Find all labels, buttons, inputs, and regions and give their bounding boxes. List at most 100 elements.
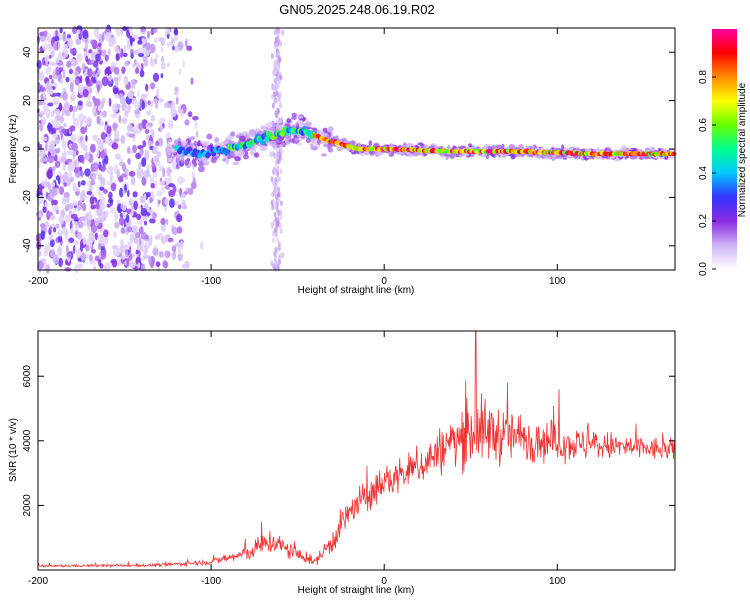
spectrogram-cell (49, 215, 56, 221)
spectrogram-cell (176, 214, 183, 223)
spectrogram-cell (101, 49, 107, 57)
spectrogram-cell (55, 92, 61, 97)
spectrogram-cell (50, 249, 55, 258)
spectrogram-cell (71, 91, 76, 99)
spectrogram-cell (72, 244, 76, 254)
spectrogram-cell (58, 105, 63, 111)
spectrogram-cell (153, 58, 158, 65)
spectrogram-cell (277, 50, 281, 56)
spectrogram-cell (275, 119, 283, 124)
spectrogram-cell (140, 207, 148, 217)
spectrogram-cell (132, 224, 139, 234)
spectrogram-cell (187, 140, 191, 146)
spectrogram-cell (275, 204, 279, 211)
spectrogram-cell (114, 130, 120, 140)
spectrogram-cell (177, 176, 184, 185)
spectrogram-cell (92, 134, 98, 141)
spectrogram-cell (144, 149, 150, 160)
spectrogram-cell (167, 237, 174, 243)
snr-y-tick-label: 2000 (22, 494, 33, 517)
spectrogram-cell (185, 38, 188, 49)
spectrogram-cell (161, 186, 165, 194)
spectrogram-cell (167, 158, 174, 163)
spectrogram-cell (65, 76, 70, 83)
spectrogram-cell (103, 188, 108, 194)
spectrogram-cell (80, 180, 86, 186)
spectrogram-cell (116, 49, 122, 54)
spectrogram-cell (278, 245, 281, 252)
spectrogram-cell (114, 221, 120, 229)
spectrogram-cell (137, 218, 143, 225)
spectrogram-cell (124, 60, 130, 67)
spectrogram-cell (100, 249, 107, 260)
spectrogram-cell (171, 245, 177, 253)
spectrogram-cell (272, 178, 276, 185)
spectrogram-cell (171, 226, 179, 236)
spectrogram-cell (152, 98, 158, 104)
spectrogram-cell (192, 116, 199, 121)
spectrogram-cell (72, 186, 80, 192)
spectrogram-cell (95, 200, 100, 210)
spectrogram-cell (97, 234, 104, 241)
spectrogram-cell (61, 196, 67, 205)
spectrogram-cell (99, 111, 106, 116)
colorbar-tick-label: 0.6 (698, 118, 709, 132)
spectrogram-cell (144, 128, 150, 135)
spectrogram-cell (154, 179, 158, 189)
spectrogram-cell (74, 78, 80, 86)
spectrogram-cell (85, 253, 90, 259)
spectrogram-cell (49, 239, 55, 248)
spectrogram-cell (42, 100, 46, 106)
spectrogram-cell (279, 200, 283, 207)
spectrogram-cell (186, 45, 193, 51)
spectrogram-cell (232, 161, 240, 165)
spectrogram-cell (174, 45, 179, 53)
spectrogram-y-label: Frequency (Hz) (8, 115, 19, 184)
spectrogram-cell (72, 207, 77, 213)
spectrogram-marks (35, 24, 677, 275)
spectrogram-cell (146, 191, 151, 198)
spectrogram-cell (110, 113, 118, 119)
spectrogram-cell (80, 126, 87, 135)
spectrogram-cell (106, 180, 112, 186)
spectrogram-cell (561, 144, 565, 151)
spectrogram-cell (68, 68, 74, 75)
spectrogram-cell (273, 98, 277, 105)
spectrogram-cell (47, 145, 50, 152)
spectrogram-cell (110, 37, 117, 45)
snr-background (38, 331, 675, 570)
spectrogram-cell (178, 154, 185, 161)
spectrogram-cell (160, 223, 167, 233)
spectrogram-cell (155, 53, 159, 59)
spectrogram-cell (48, 234, 54, 241)
spectrogram-cell (149, 218, 156, 224)
spectrogram-cell (67, 38, 74, 48)
spectrogram-cell (128, 200, 132, 205)
spectrogram-cell (149, 128, 155, 134)
spectrogram-cell (114, 153, 121, 160)
spectrogram-cell (261, 145, 266, 151)
spectrogram-cell (87, 68, 93, 78)
spectrogram-cell (46, 181, 51, 190)
spectrogram-cell (160, 46, 164, 53)
spectrogram-cell (145, 42, 151, 51)
snr-x-tick-label: 0 (381, 576, 387, 587)
spectrogram-cell (77, 181, 81, 188)
spectrogram-cell (146, 134, 150, 141)
spectrogram-cell (172, 45, 175, 51)
spectrogram-cell (42, 90, 46, 99)
spectrogram-cell (45, 57, 49, 66)
snr-y-tick-label: 4000 (22, 429, 33, 452)
spectrogram-cell (275, 199, 279, 206)
spectrogram-cell (286, 118, 292, 123)
spectrogram-cell (51, 187, 58, 197)
spectrogram-cell (113, 66, 120, 75)
spectrogram-cell (243, 154, 249, 160)
spectrogram-cell (664, 155, 669, 160)
spectrogram-cell (278, 55, 281, 62)
spectrogram-cell (72, 240, 79, 246)
spectrogram-cell (37, 100, 44, 106)
spectrogram-cell (80, 215, 87, 222)
spectrogram-cell (149, 197, 153, 204)
